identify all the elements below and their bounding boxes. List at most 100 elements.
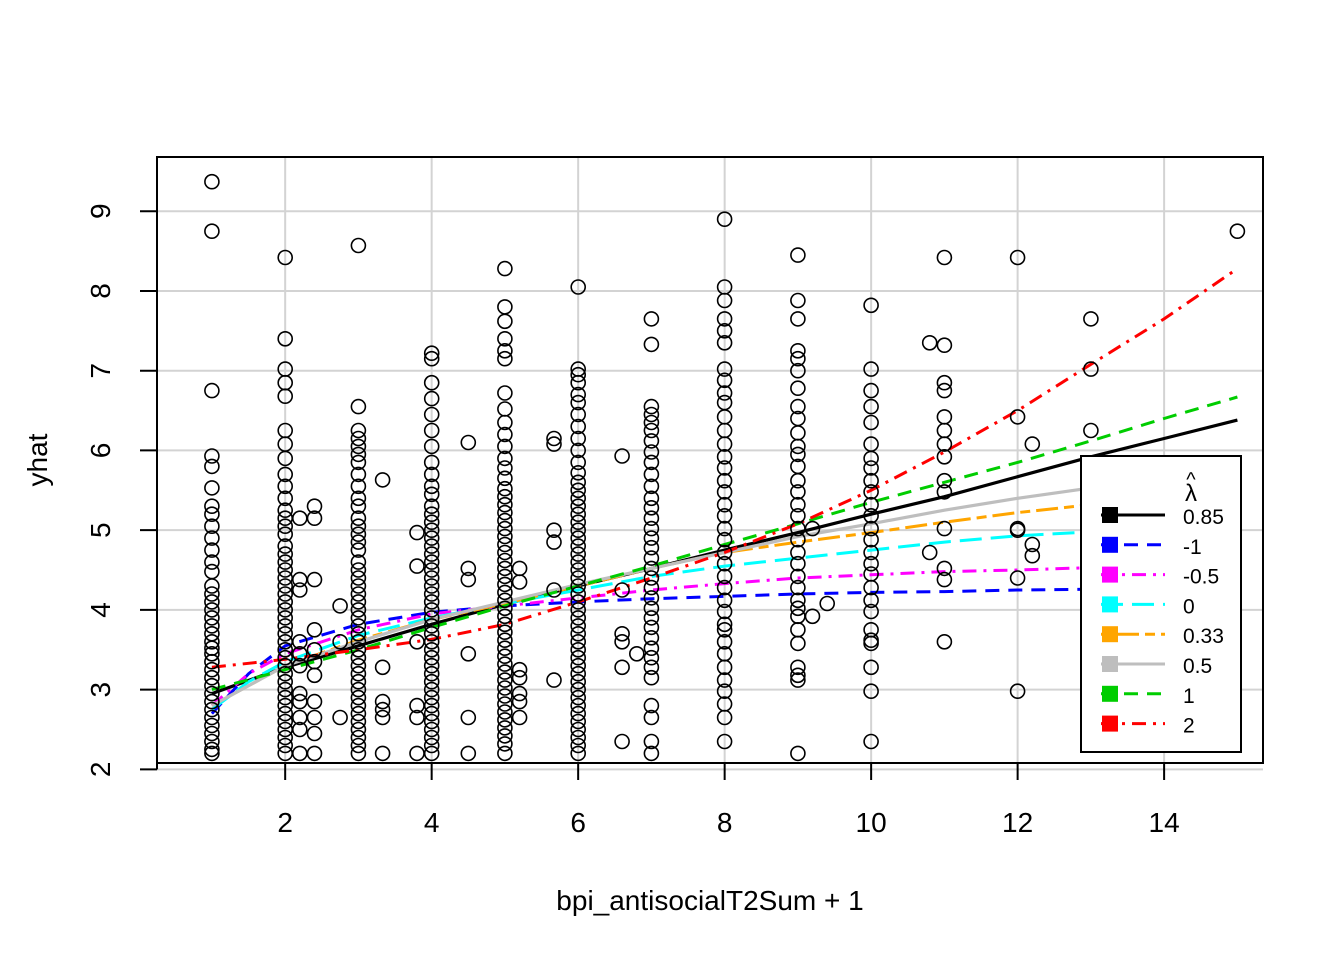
data-point bbox=[716, 507, 733, 524]
data-point bbox=[277, 578, 294, 594]
data-point bbox=[306, 667, 323, 684]
data-point bbox=[863, 297, 879, 314]
legend: λ^ 0.85 -1 -0.5 0 0.33 0.5 1 2 bbox=[1080, 455, 1242, 753]
data-point bbox=[350, 518, 367, 535]
data-point bbox=[423, 486, 440, 503]
data-point bbox=[570, 514, 587, 531]
data-point bbox=[277, 594, 294, 610]
data-point bbox=[350, 478, 367, 495]
data-point bbox=[863, 484, 879, 500]
data-point bbox=[423, 350, 440, 367]
data-point bbox=[350, 618, 367, 634]
data-point bbox=[350, 586, 367, 602]
data-point bbox=[277, 502, 294, 519]
legend-swatch-0 bbox=[1102, 596, 1118, 613]
data-point bbox=[790, 592, 806, 609]
data-point bbox=[614, 625, 630, 642]
data-point bbox=[570, 418, 587, 435]
data-point bbox=[497, 350, 513, 367]
data-point bbox=[570, 394, 587, 411]
x-tick-label: 10 bbox=[856, 807, 887, 838]
data-point bbox=[863, 460, 879, 476]
data-point bbox=[374, 693, 391, 710]
data-point bbox=[204, 669, 220, 686]
grid bbox=[157, 157, 1263, 771]
x-tick-label: 8 bbox=[717, 807, 733, 838]
data-point bbox=[716, 733, 733, 750]
data-point bbox=[570, 562, 587, 578]
data-point bbox=[570, 737, 587, 754]
data-point bbox=[460, 645, 477, 662]
data-point bbox=[277, 330, 294, 347]
data-point bbox=[423, 625, 440, 642]
data-point bbox=[350, 737, 367, 754]
data-point bbox=[790, 659, 806, 676]
data-point bbox=[570, 641, 587, 658]
data-point bbox=[350, 398, 367, 415]
data-point bbox=[423, 562, 440, 578]
data-point bbox=[423, 478, 440, 495]
data-point bbox=[643, 414, 660, 431]
data-point bbox=[277, 388, 294, 405]
data-point bbox=[497, 688, 513, 704]
data-point bbox=[1009, 249, 1026, 266]
data-point bbox=[277, 697, 294, 714]
data-point bbox=[350, 602, 367, 618]
y-tick-label: 7 bbox=[85, 363, 116, 379]
data-point bbox=[716, 472, 733, 489]
data-point bbox=[291, 685, 308, 702]
data-point bbox=[643, 669, 660, 686]
data-point bbox=[716, 311, 733, 327]
data-point bbox=[716, 579, 733, 596]
data-point bbox=[863, 496, 879, 513]
data-point bbox=[570, 586, 587, 602]
legend-label: 0.5 bbox=[1183, 655, 1212, 678]
data-point bbox=[570, 454, 587, 471]
data-point bbox=[423, 406, 440, 423]
data-point bbox=[716, 484, 733, 500]
data-point bbox=[423, 713, 440, 730]
data-point bbox=[332, 709, 348, 726]
data-point bbox=[204, 542, 220, 558]
data-point bbox=[643, 649, 660, 666]
data-point bbox=[546, 430, 562, 447]
data-point bbox=[497, 528, 513, 545]
data-point bbox=[716, 592, 733, 609]
data-point bbox=[790, 544, 806, 561]
data-point bbox=[614, 733, 630, 750]
x-tick-label: 14 bbox=[1149, 807, 1180, 838]
data-point bbox=[936, 448, 953, 465]
data-point bbox=[546, 672, 562, 688]
data-point bbox=[643, 490, 660, 507]
data-point bbox=[790, 672, 806, 688]
data-point bbox=[277, 538, 294, 554]
legend-swatch--1 bbox=[1102, 536, 1118, 553]
data-point bbox=[204, 173, 220, 190]
data-point bbox=[936, 337, 953, 354]
data-point bbox=[204, 518, 220, 535]
data-point bbox=[570, 721, 587, 738]
data-point bbox=[643, 406, 660, 423]
curve-lambda-0.85 bbox=[211, 418, 1238, 696]
data-point bbox=[643, 560, 660, 577]
data-point bbox=[497, 728, 513, 744]
data-point bbox=[423, 649, 440, 666]
data-point bbox=[497, 672, 513, 688]
data-point bbox=[409, 558, 425, 574]
data-point bbox=[863, 398, 879, 415]
data-point bbox=[306, 641, 323, 658]
data-point bbox=[497, 426, 513, 443]
data-point bbox=[921, 544, 938, 561]
x-axis-label: bpi_antisocialT2Sum + 1 bbox=[556, 885, 863, 916]
data-point bbox=[350, 721, 367, 738]
data-point bbox=[643, 539, 660, 556]
data-point bbox=[1009, 409, 1026, 425]
data-point bbox=[291, 582, 308, 598]
data-point bbox=[423, 665, 440, 682]
data-point bbox=[497, 616, 513, 633]
data-point bbox=[936, 382, 953, 399]
data-point bbox=[643, 520, 660, 537]
data-point bbox=[790, 635, 806, 652]
data-point bbox=[643, 570, 660, 586]
data-point bbox=[423, 586, 440, 602]
